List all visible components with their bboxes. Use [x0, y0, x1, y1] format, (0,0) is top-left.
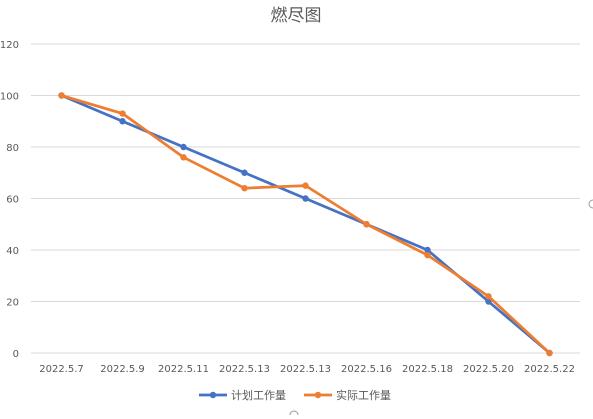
legend-item[interactable]: 实际工作量 — [304, 388, 391, 402]
y-tick-label: 60 — [6, 195, 19, 206]
data-point[interactable] — [58, 92, 65, 99]
resize-handle-right[interactable] — [588, 199, 593, 209]
legend-label: 计划工作量 — [231, 389, 286, 402]
y-tick-label: 20 — [6, 298, 19, 309]
x-tick-label: 2022.5.13 — [219, 364, 270, 375]
data-point[interactable] — [180, 154, 187, 161]
series-line[interactable] — [60, 94, 551, 355]
x-tick-label: 2022.5.16 — [341, 364, 392, 375]
data-point[interactable] — [363, 221, 370, 228]
data-point[interactable] — [119, 110, 126, 117]
x-tick-label: 2022.5.18 — [402, 364, 453, 375]
y-tick-label: 80 — [6, 143, 19, 154]
x-tick-label: 2022.5.22 — [524, 364, 575, 375]
series-layer — [58, 92, 553, 357]
series-2 — [58, 92, 553, 357]
grid-lines — [31, 43, 580, 354]
x-axis-ticks: 2022.5.7 2022.5.9 2022.5.11 2022.5.13 2022.5… — [39, 364, 575, 375]
legend-item[interactable]: 计划工作量 — [199, 389, 286, 402]
y-tick-label: 40 — [6, 246, 19, 257]
data-point[interactable] — [302, 195, 309, 202]
y-axis-ticks: 0 20 40 60 80 100 120 — [0, 40, 19, 360]
legend-marker — [314, 391, 322, 399]
x-tick-label: 2022.5.20 — [463, 364, 514, 375]
x-tick-label: 2022.5.9 — [100, 364, 145, 375]
data-point[interactable] — [302, 182, 309, 189]
data-point[interactable] — [119, 118, 126, 125]
data-point[interactable] — [424, 251, 431, 259]
x-tick-label: 2022.5.13 — [280, 364, 331, 375]
legend-marker — [209, 391, 217, 399]
chart-title: 燃尽图 — [271, 6, 322, 26]
series-1 — [58, 92, 553, 357]
resize-handle-bottom[interactable] — [289, 410, 299, 419]
legend-label: 实际工作量 — [336, 388, 391, 402]
data-point[interactable] — [424, 246, 431, 254]
y-tick-label: 100 — [0, 92, 19, 103]
data-point[interactable] — [180, 143, 187, 151]
data-point[interactable] — [241, 169, 248, 176]
y-tick-label: 0 — [13, 349, 19, 360]
data-point[interactable] — [485, 293, 492, 300]
y-tick-label: 120 — [0, 40, 19, 51]
data-point[interactable] — [546, 349, 553, 357]
data-point[interactable] — [241, 185, 248, 192]
x-tick-label: 2022.5.11 — [158, 364, 209, 375]
legend: 计划工作量 实际工作量 — [199, 388, 391, 402]
data-point[interactable] — [485, 298, 492, 305]
series-line[interactable] — [60, 94, 551, 355]
x-tick-label: 2022.5.7 — [39, 364, 84, 375]
